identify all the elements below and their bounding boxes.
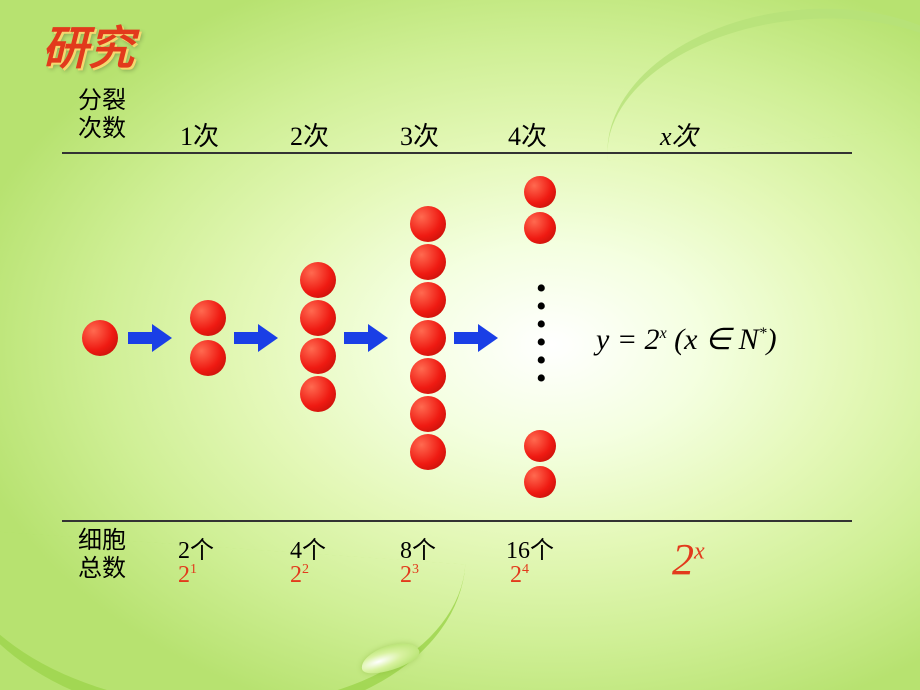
cell-2-1 [300,300,336,336]
page-title: 研究 [42,12,134,78]
power-3: 23 [400,562,419,589]
cell-4-top-1 [524,212,556,244]
count-2: 4个 [290,530,326,565]
footer-row-label: 细胞 总数 [78,528,126,583]
footer-row-label-1: 细胞 [78,528,126,554]
arrow-1 [128,326,172,350]
cell-1-1 [190,340,226,376]
header-col-1: 1次 [180,116,219,153]
rule-top [62,152,852,154]
cell-3-2 [410,282,446,318]
cell-3-1 [410,244,446,280]
header-row-label: 分裂 次数 [78,88,126,143]
count-1: 2个 [178,530,214,565]
cell-4-bot-0 [524,430,556,462]
arrow-3 [344,326,388,350]
cell-3-6 [410,434,446,470]
cell-1-0 [190,300,226,336]
arrow-4 [454,326,498,350]
cell-4-top-0 [524,176,556,208]
cell-4-bot-1 [524,466,556,498]
header-col-3: 3次 [400,116,439,153]
decor-swoosh-top [594,0,920,161]
header-row-label-2: 次数 [78,116,126,142]
cell-3-4 [410,358,446,394]
header-col-4: 4次 [508,116,547,153]
rule-bottom [62,520,852,522]
count-3: 8个 [400,530,436,565]
cell-2-2 [300,338,336,374]
equation: y = 2x (x ∈ N*) [596,322,777,357]
vdots: •••••• [536,276,547,392]
cell-3-0 [410,206,446,242]
header-row-label-1: 分裂 [78,88,126,114]
cell-2-0 [300,262,336,298]
header-col-x: x次 [660,116,698,153]
count-4: 16个 [506,530,554,565]
power-2: 22 [290,562,309,589]
cell-2-3 [300,376,336,412]
arrow-2 [234,326,278,350]
power-4: 24 [510,562,529,589]
footer-row-label-2: 总数 [78,556,126,582]
cell-3-3 [410,320,446,356]
formula-big: 2x [672,534,705,585]
power-1: 21 [178,562,197,589]
cell-3-5 [410,396,446,432]
header-col-2: 2次 [290,116,329,153]
cell-0-0 [82,320,118,356]
